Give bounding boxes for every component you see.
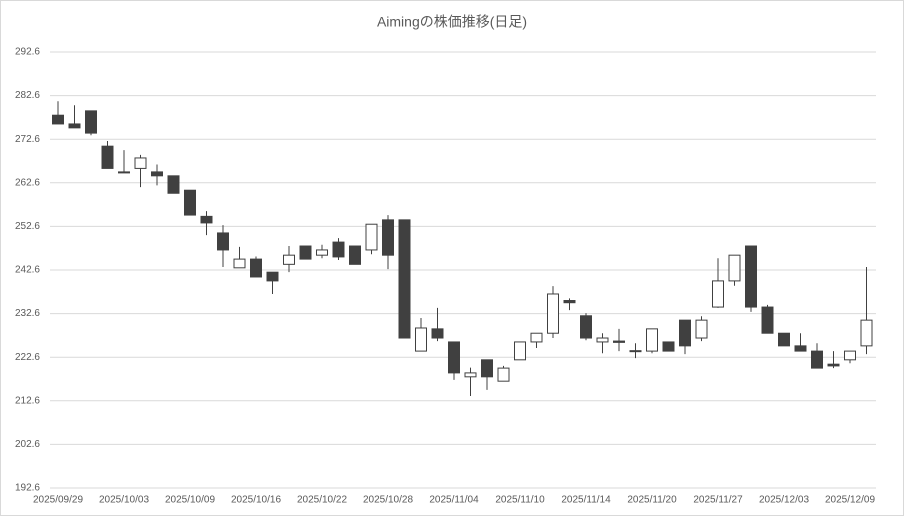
candle-body	[662, 341, 675, 352]
candle-body	[530, 332, 543, 343]
candle-body	[349, 245, 361, 265]
candle-body	[233, 258, 246, 269]
y-tick-label: 252.6	[15, 221, 40, 232]
candle-body	[580, 315, 592, 339]
candle-body	[332, 241, 345, 258]
candle-body	[431, 328, 444, 339]
x-tick-label: 2025/12/09	[825, 495, 875, 506]
candle-body	[283, 254, 295, 265]
y-tick-label: 202.6	[15, 439, 40, 450]
candle-body	[118, 171, 130, 174]
candle-body	[299, 245, 312, 260]
candle-body	[646, 328, 658, 352]
candle-body	[679, 319, 691, 347]
candle-body	[382, 219, 394, 256]
candle-body	[547, 293, 559, 334]
candle-body	[745, 245, 757, 308]
candle-body	[365, 223, 378, 251]
x-tick-label: 2025/11/27	[693, 495, 743, 506]
candle-body	[728, 254, 741, 282]
y-tick-label: 282.6	[15, 90, 40, 101]
candle-body	[695, 319, 708, 339]
candle-body	[563, 300, 576, 304]
x-tick-label: 2025/10/16	[231, 495, 281, 506]
x-tick-label: 2025/10/09	[165, 495, 215, 506]
candle-body	[596, 337, 609, 343]
candle-body	[794, 345, 807, 352]
candle-body	[712, 280, 724, 308]
candle-body	[398, 219, 411, 339]
candle-body	[52, 114, 64, 125]
y-tick-label: 232.6	[15, 308, 40, 319]
candle-body	[134, 157, 147, 169]
candle-body	[811, 350, 823, 369]
x-tick-label: 2025/09/29	[33, 495, 83, 506]
candle-body	[151, 171, 163, 177]
chart-title: Aimingの株価推移(日足)	[377, 14, 527, 30]
candle-body	[167, 175, 180, 194]
y-tick-label: 262.6	[15, 177, 40, 188]
candle-body	[844, 350, 856, 361]
y-tick-label: 212.6	[15, 395, 40, 406]
x-tick-label: 2025/11/14	[561, 495, 611, 506]
y-tick-label: 192.6	[15, 483, 40, 494]
candle-body	[514, 341, 526, 361]
candle-body	[200, 215, 213, 224]
candle-body	[250, 258, 262, 278]
candle-body	[497, 367, 510, 382]
candle-body	[761, 306, 774, 334]
candle-body	[68, 123, 81, 129]
x-tick-label: 2025/11/20	[627, 495, 677, 506]
x-tick-label: 2025/10/03	[99, 495, 149, 506]
y-tick-label: 292.6	[15, 47, 40, 58]
candle-body	[464, 372, 477, 378]
candle-body	[85, 110, 97, 134]
candle-body	[217, 232, 229, 251]
y-tick-label: 242.6	[15, 265, 40, 276]
x-tick-label: 2025/11/04	[429, 495, 479, 506]
candle-body	[827, 363, 840, 367]
x-tick-label: 2025/12/03	[759, 495, 809, 506]
candle-body	[266, 271, 279, 282]
candle-body	[101, 145, 114, 169]
candle-body	[415, 327, 427, 352]
candle-body	[778, 332, 790, 347]
candle-body	[184, 189, 196, 216]
y-tick-label: 272.6	[15, 134, 40, 145]
x-tick-label: 2025/10/28	[363, 495, 413, 506]
candle-body	[448, 341, 460, 374]
x-tick-label: 2025/11/10	[495, 495, 545, 506]
candle-body	[316, 249, 328, 256]
candle-body	[613, 340, 625, 343]
candle-body	[629, 350, 642, 353]
candle-body	[481, 359, 493, 378]
y-tick-label: 222.6	[15, 352, 40, 363]
x-tick-label: 2025/10/22	[297, 495, 347, 506]
candle-body	[860, 319, 873, 347]
